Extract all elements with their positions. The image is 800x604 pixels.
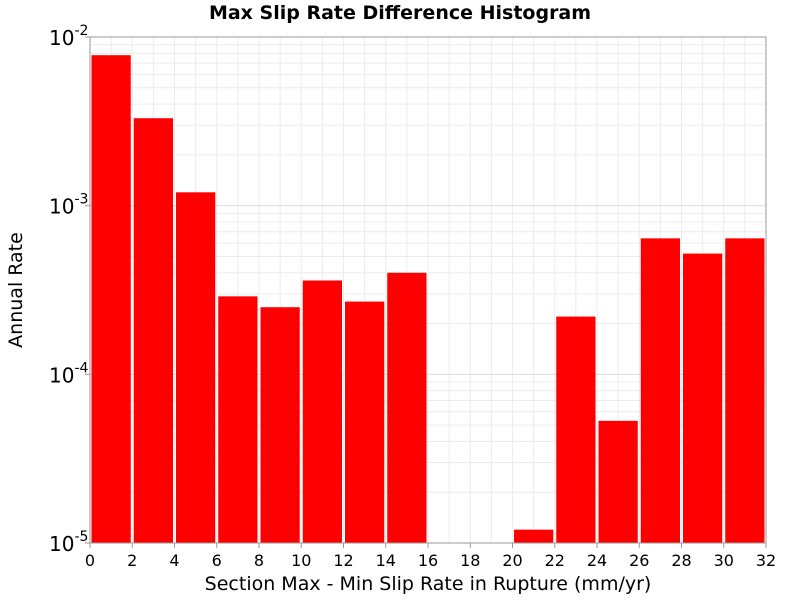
histogram-bar <box>514 529 554 543</box>
histogram-bar <box>133 118 173 544</box>
histogram-bar <box>387 272 427 543</box>
y-tick-label: 10-4 <box>49 360 89 387</box>
y-axis-label: Annual Rate <box>5 232 27 348</box>
x-tick-label: 16 <box>418 551 438 570</box>
histogram-bar <box>683 253 723 543</box>
x-tick-label: 8 <box>254 551 264 570</box>
bars <box>91 55 765 544</box>
histogram-bar <box>218 296 258 543</box>
histogram-bar <box>640 238 680 543</box>
x-tick-label: 18 <box>460 551 480 570</box>
y-tick-label: 10-2 <box>49 23 88 50</box>
x-tick-label: 32 <box>756 551 776 570</box>
x-tick-label: 6 <box>212 551 222 570</box>
x-tick-label: 20 <box>502 551 522 570</box>
histogram-bar <box>91 55 131 543</box>
x-axis-ticks: 0 2 4 6 8 10 12 14 16 18 20 22 24 26 28 30 32 <box>85 543 776 570</box>
y-axis-ticks: 10-5 10-4 10-3 10-2 <box>49 23 90 556</box>
histogram-bar <box>556 316 596 543</box>
x-tick-label: 22 <box>545 551 565 570</box>
histogram-bar <box>260 307 300 543</box>
x-tick-label: 12 <box>333 551 353 570</box>
chart-title: Max Slip Rate Difference Histogram <box>208 2 592 24</box>
histogram-bar <box>598 420 638 543</box>
x-tick-label: 2 <box>127 551 137 570</box>
x-tick-label: 4 <box>169 551 179 570</box>
x-tick-label: 10 <box>291 551 311 570</box>
x-tick-label: 0 <box>85 551 95 570</box>
y-tick-label: 10-3 <box>49 192 88 219</box>
x-axis-label: Section Max - Min Slip Rate in Rupture (… <box>205 573 652 595</box>
x-tick-label: 14 <box>376 551 396 570</box>
histogram-bar <box>176 192 216 543</box>
histogram-bar <box>345 301 385 543</box>
histogram-bar <box>302 280 342 543</box>
x-tick-label: 28 <box>671 551 691 570</box>
histogram-bar <box>725 238 765 543</box>
x-tick-label: 30 <box>714 551 734 570</box>
x-tick-label: 24 <box>587 551 607 570</box>
x-tick-label: 26 <box>629 551 649 570</box>
y-tick-label: 10-5 <box>49 529 88 556</box>
